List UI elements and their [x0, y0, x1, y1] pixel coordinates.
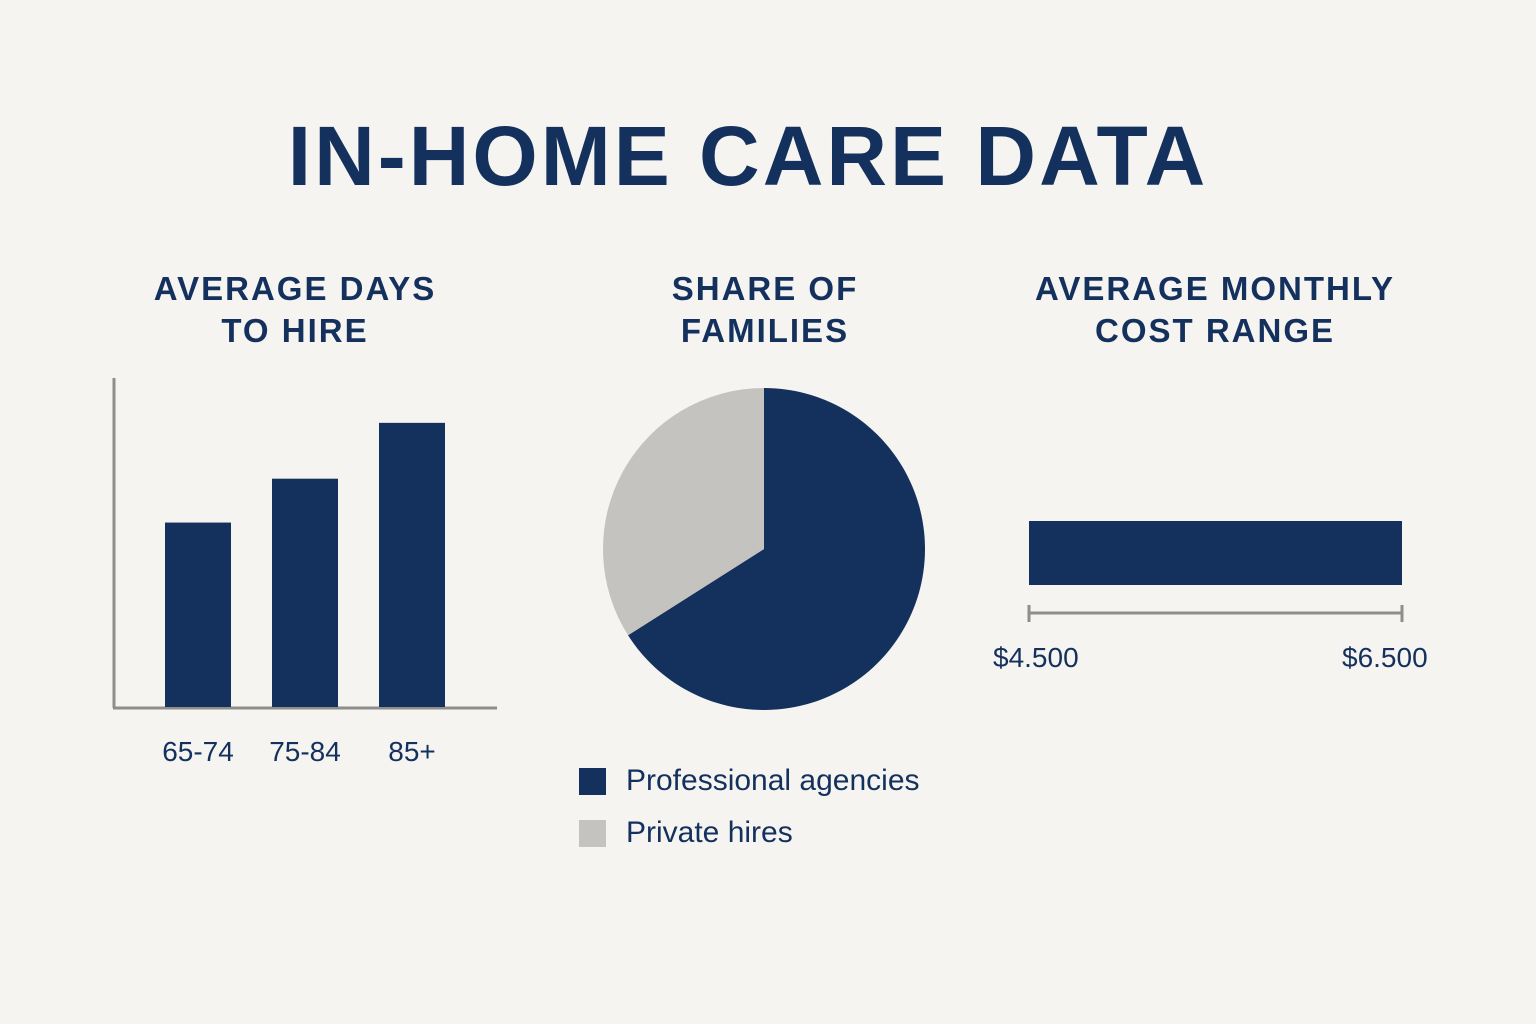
bar-chart-title-line2: TO HIRE: [221, 312, 369, 349]
legend-item-private-hires: Private hires: [579, 807, 920, 859]
bar-chart-title-line1: AVERAGE DAYS: [153, 270, 437, 307]
range-max-label: $6.500: [1342, 642, 1428, 673]
tick-label-85-: 85+: [388, 736, 436, 767]
legend-swatch-professional-agencies: [579, 767, 606, 795]
bar-chart-title: AVERAGE DAYS TO HIRE: [95, 268, 495, 352]
pie-chart-title-line1: SHARE OF: [671, 270, 859, 307]
page-title: IN-HOME CARE DATA: [287, 109, 1209, 203]
tick-label-75-84: 75-84: [269, 736, 341, 767]
bar-65-74: [165, 522, 231, 707]
legend-label-private-hires: Private hires: [626, 816, 793, 849]
pie-chart: [603, 388, 925, 710]
pie-slice-private-hires: [603, 388, 764, 636]
range-min-label: $4.500: [993, 642, 1079, 673]
tick-label-65-74: 65-74: [162, 736, 234, 767]
cost-range-bar: [1029, 521, 1402, 585]
range-chart-title: AVERAGE MONTHLY COST RANGE: [1005, 268, 1425, 352]
legend-item-professional-agencies: Professional agencies: [579, 755, 920, 807]
range-chart: [1027, 521, 1404, 622]
range-chart-title-line1: AVERAGE MONTHLY: [1034, 270, 1396, 307]
bar-85-: [379, 422, 445, 707]
bar-chart: 65-74 75-84 85+: [112, 378, 497, 767]
legend-label-professional-agencies: Professional agencies: [626, 764, 920, 797]
pie-chart-title-line2: FAMILIES: [680, 312, 850, 349]
legend-swatch-private-hires: [579, 819, 606, 847]
bar-75-84: [272, 478, 338, 707]
pie-slice-professional-agencies: [628, 388, 925, 710]
pie-legend: Professional agencies Private hires: [579, 755, 920, 859]
pie-chart-title: SHARE OF FAMILIES: [565, 268, 965, 352]
range-chart-title-line2: COST RANGE: [1094, 312, 1335, 349]
